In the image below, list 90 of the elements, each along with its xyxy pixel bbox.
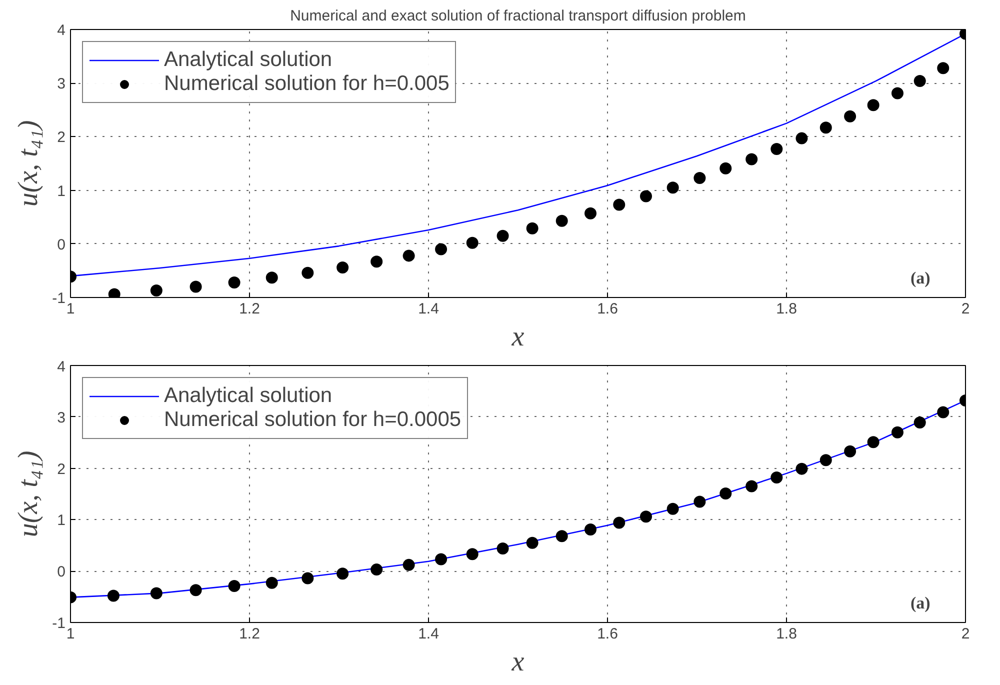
point <box>640 510 652 523</box>
point <box>746 480 758 492</box>
point <box>466 548 478 560</box>
y-tick-label: 0 <box>57 564 66 581</box>
point <box>666 182 679 194</box>
point <box>694 172 706 184</box>
point <box>556 530 568 542</box>
x-tick-label: 2 <box>961 626 970 642</box>
y-tick-label: 1 <box>57 182 66 200</box>
chart-title: Numerical and exact solution of fractional transport diffusion problem <box>290 8 746 24</box>
annotation: (a) <box>910 268 930 288</box>
legend-label: Numerical solution for h=0.005 <box>164 72 450 96</box>
point <box>435 243 448 256</box>
point <box>770 143 783 156</box>
point <box>770 472 783 484</box>
point <box>402 250 415 262</box>
point <box>820 454 832 466</box>
point <box>796 462 808 475</box>
point <box>302 572 314 584</box>
point <box>228 580 240 592</box>
x-tick-label: 1.8 <box>776 626 797 642</box>
x-tick-label: 1.4 <box>418 300 439 318</box>
point <box>720 162 732 174</box>
y-tick-label: 0 <box>57 236 66 254</box>
point <box>613 516 626 529</box>
point <box>370 564 383 576</box>
point <box>891 426 904 438</box>
y-tick-label: 4 <box>57 358 66 376</box>
point <box>613 198 626 211</box>
y-tick-label: 1 <box>57 512 66 530</box>
point <box>720 487 732 500</box>
x-tick-label: 1.2 <box>239 626 260 642</box>
point <box>266 272 278 284</box>
point <box>914 416 926 429</box>
x-tick-label: 1.4 <box>418 626 439 642</box>
point <box>556 214 568 227</box>
point <box>844 110 856 122</box>
x-tick-label: 1.2 <box>239 300 260 318</box>
point <box>796 132 808 144</box>
point <box>584 523 596 536</box>
point <box>867 436 880 448</box>
point <box>891 87 904 100</box>
point <box>496 230 509 242</box>
annotation: (a) <box>910 594 930 612</box>
y-tick-label: 3 <box>57 409 66 426</box>
point <box>266 576 278 589</box>
y-axis-title: u(x, t₄₁) <box>13 120 44 207</box>
y-tick-label: -1 <box>52 615 66 632</box>
y-tick-label: 3 <box>57 76 66 93</box>
legend-label: Analytical solution <box>164 48 332 72</box>
point <box>190 584 202 596</box>
y-tick-label: 2 <box>57 460 66 478</box>
point <box>526 222 538 234</box>
x-tick-label: 1.6 <box>597 626 618 642</box>
legend-label: Analytical solution <box>164 384 332 408</box>
x-axis-title: x <box>510 322 525 352</box>
point <box>496 542 509 554</box>
point <box>466 236 478 249</box>
y-tick-label: 2 <box>57 129 66 146</box>
point <box>666 502 679 515</box>
y-tick-label: -1 <box>52 290 66 307</box>
x-tick-label: 1.8 <box>776 300 797 318</box>
point <box>370 256 383 268</box>
point <box>914 74 926 87</box>
legend-label: Numerical solution for h=0.0005 <box>164 408 462 432</box>
point <box>107 590 120 602</box>
point <box>820 122 832 134</box>
point <box>867 99 880 112</box>
point <box>336 568 349 580</box>
point <box>336 261 349 274</box>
point <box>844 445 856 458</box>
y-axis-title: u(x, t₄₁) <box>13 450 44 538</box>
point <box>402 558 415 571</box>
point <box>584 207 596 220</box>
point <box>937 406 950 418</box>
point <box>228 276 240 288</box>
x-tick-label: 2 <box>961 300 970 318</box>
y-tick-label: 4 <box>57 22 66 39</box>
point <box>937 62 950 74</box>
x-tick-label: 1.6 <box>597 300 618 318</box>
point <box>526 536 538 549</box>
point <box>150 587 162 600</box>
point <box>435 553 448 566</box>
point <box>190 280 202 293</box>
point <box>150 284 162 297</box>
point <box>694 496 706 508</box>
point <box>746 153 758 166</box>
point <box>302 266 314 279</box>
point <box>640 190 652 202</box>
x-axis-title: x <box>510 646 525 678</box>
